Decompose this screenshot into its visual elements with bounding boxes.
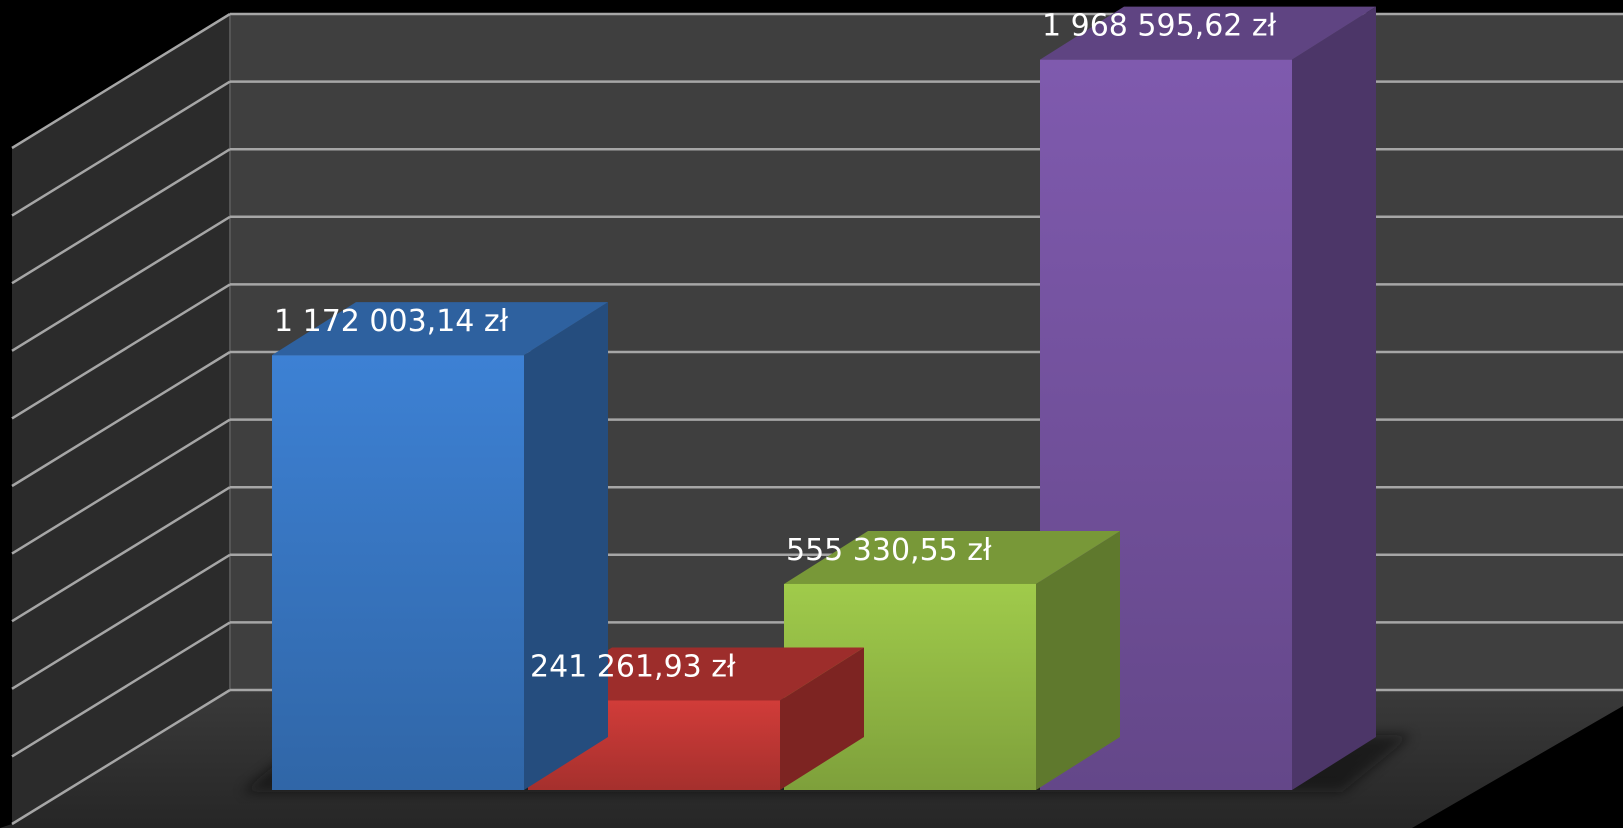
bar-top-face <box>272 302 608 356</box>
gridline-side <box>11 553 231 690</box>
gridline-side <box>11 215 231 352</box>
data-label-bar-1: 1 172 003,14 zł <box>274 304 509 339</box>
data-labels: 1 172 003,14 zł 241 261,93 zł 555 330,55 z… <box>274 9 1277 685</box>
bar-top-face <box>784 530 1120 584</box>
bar-side-face <box>1292 6 1376 791</box>
gridline-side <box>11 486 231 623</box>
bars <box>242 6 1412 792</box>
bar-top-face <box>528 647 864 701</box>
data-label-bar-2: 241 261,93 zł <box>530 649 736 684</box>
bar-1 <box>272 302 608 790</box>
gridline-side <box>11 80 231 217</box>
gridline-side <box>11 621 231 758</box>
bar-4 <box>1040 6 1376 791</box>
bar-side-face <box>780 647 864 790</box>
gridline-side <box>11 283 231 420</box>
gridline-side <box>11 148 231 285</box>
bar-front-face <box>272 355 524 790</box>
data-label-bar-4: 1 968 595,62 zł <box>1042 9 1277 44</box>
bar-top-face <box>1040 6 1376 60</box>
gridline-side <box>11 418 231 555</box>
gridline-side <box>11 688 231 826</box>
bar-side-face <box>1036 530 1120 790</box>
bar-side-face <box>524 302 608 790</box>
gridline-side <box>11 12 231 150</box>
data-label-bar-3: 555 330,55 zł <box>786 533 992 568</box>
gridline-side <box>11 350 231 488</box>
